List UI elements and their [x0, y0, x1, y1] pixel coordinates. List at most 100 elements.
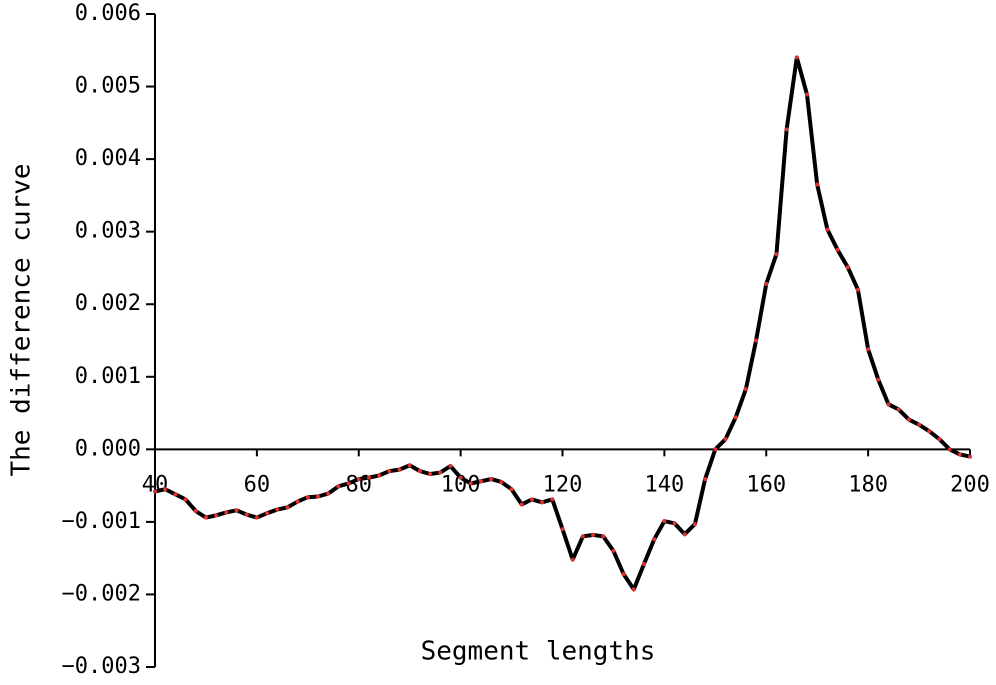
data-point [285, 505, 290, 510]
data-point [906, 417, 911, 422]
data-point [672, 521, 677, 526]
data-point [387, 469, 392, 474]
data-point [764, 281, 769, 286]
x-tick-label: 60 [244, 472, 271, 497]
data-point [163, 487, 168, 492]
data-point [234, 508, 239, 513]
data-point [356, 477, 361, 482]
x-tick-label: 40 [142, 472, 169, 497]
data-point [784, 127, 789, 132]
data-point [417, 469, 422, 474]
data-point [397, 467, 402, 472]
y-tick-label: 0.005 [75, 74, 141, 99]
data-point [499, 479, 504, 484]
y-tick-label: 0.000 [75, 436, 141, 461]
data-point [631, 587, 636, 592]
data-point [468, 481, 473, 486]
data-point [743, 387, 748, 392]
data-point [703, 477, 708, 482]
data-point [692, 522, 697, 527]
data-point [825, 227, 830, 232]
data-point [295, 499, 300, 504]
data-point [957, 452, 962, 457]
data-point [570, 557, 575, 562]
data-point [377, 473, 382, 478]
data-point [479, 479, 483, 484]
data-point [489, 477, 494, 482]
data-point [336, 484, 341, 489]
data-point [805, 92, 809, 97]
data-point [550, 497, 555, 502]
data-point [611, 548, 616, 553]
x-tick-label: 200 [950, 472, 990, 497]
data-point [366, 475, 371, 480]
y-tick-label: −0.001 [62, 509, 141, 534]
data-point [591, 532, 596, 537]
x-tick-label: 120 [543, 472, 583, 497]
data-point [733, 415, 738, 420]
data-point [662, 519, 667, 524]
data-point [193, 509, 198, 514]
data-point [173, 492, 178, 497]
data-point [896, 407, 901, 412]
data-point [642, 561, 646, 566]
data-point [448, 464, 453, 469]
x-tick-label: 140 [645, 472, 685, 497]
data-point [203, 515, 208, 520]
data-point [519, 502, 524, 507]
data-point [509, 487, 514, 492]
y-axis-label: The difference curve [7, 163, 37, 476]
y-tick-label: 0.004 [75, 146, 141, 171]
data-point [529, 497, 534, 502]
y-tick-label: 0.002 [75, 291, 141, 316]
data-point [153, 489, 157, 494]
data-point [968, 454, 972, 459]
data-point [621, 572, 626, 577]
y-tick-label: −0.003 [62, 654, 141, 679]
data-point [845, 265, 850, 270]
data-point [774, 252, 779, 257]
data-point [540, 500, 545, 505]
data-point [224, 510, 229, 515]
data-point [794, 55, 799, 60]
y-tick-label: 0.001 [75, 364, 141, 389]
data-point [265, 511, 270, 516]
y-tick-label: 0.003 [75, 219, 141, 244]
data-point [927, 429, 932, 434]
data-point [937, 437, 942, 442]
data-point [244, 512, 249, 517]
data-point [866, 347, 871, 352]
data-point [876, 377, 881, 382]
data-point [947, 447, 952, 452]
data-point [254, 515, 259, 520]
x-axis-label: Segment lengths [421, 637, 656, 667]
data-point [407, 463, 412, 468]
data-point [601, 534, 606, 539]
data-point [346, 481, 351, 486]
y-tick-label: −0.002 [62, 581, 141, 606]
data-point [917, 422, 922, 427]
data-point [886, 402, 891, 407]
data-point [713, 447, 718, 452]
data-point [183, 497, 188, 502]
data-point [214, 513, 219, 518]
data-point [652, 537, 657, 542]
data-point [316, 494, 320, 499]
data-point [815, 182, 820, 187]
data-point [682, 532, 687, 537]
data-point [560, 527, 565, 532]
y-tick-label: 0.006 [75, 1, 141, 26]
data-point [458, 475, 463, 480]
x-tick-label: 180 [848, 472, 888, 497]
data-point [275, 507, 280, 512]
data-point [428, 472, 433, 477]
data-point [305, 495, 310, 500]
data-point [580, 534, 585, 539]
data-point [723, 437, 728, 442]
data-point [326, 491, 331, 496]
data-point [438, 470, 443, 475]
data-point [835, 247, 840, 252]
data-point [754, 338, 759, 343]
data-point [855, 287, 860, 292]
